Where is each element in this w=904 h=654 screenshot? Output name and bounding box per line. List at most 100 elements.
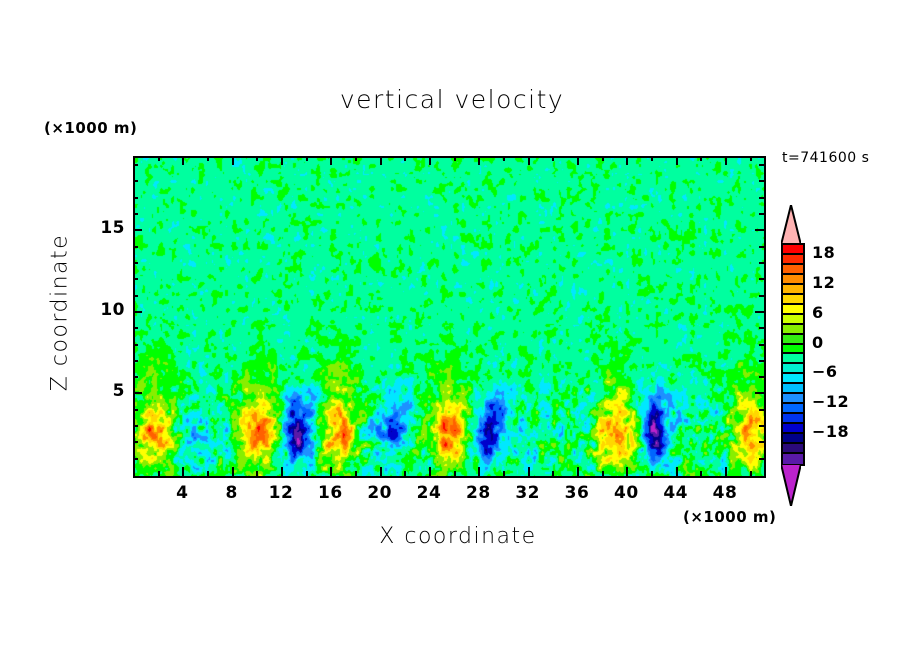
x-axis-tick	[453, 471, 456, 476]
x-axis-tick	[749, 471, 752, 476]
x-axis-tick	[700, 471, 703, 476]
colorbar-band	[783, 354, 803, 365]
x-axis-tick-top	[453, 156, 456, 161]
y-axis-tick	[133, 196, 138, 199]
x-axis-tick	[577, 467, 579, 476]
x-axis-tick-top	[503, 156, 505, 161]
y-axis-tick	[133, 457, 138, 460]
y-axis-tick-right	[759, 245, 764, 248]
x-axis-tick	[182, 467, 185, 476]
y-axis-tick-right	[759, 180, 764, 183]
colorbar-band	[783, 284, 803, 295]
x-axis-tick-top	[577, 156, 579, 165]
colorbar-band	[783, 444, 803, 455]
colorbar-band	[783, 294, 803, 305]
y-axis-tick-right	[759, 164, 764, 167]
x-axis-tick	[355, 471, 357, 476]
y-axis-tick-right	[759, 425, 764, 428]
x-axis-tick	[379, 467, 382, 476]
colorbar-band	[783, 314, 803, 325]
y-axis-tick-right	[759, 376, 764, 379]
x-axis-tick-top	[651, 156, 653, 161]
x-axis-tick	[675, 467, 678, 476]
y-axis-tick	[133, 376, 138, 379]
y-axis-tick-right	[759, 327, 764, 330]
x-axis-tick	[231, 467, 234, 476]
x-axis-tick-label: 24	[416, 483, 442, 503]
x-axis-tick-top	[601, 156, 604, 161]
x-axis-tick-label: 12	[268, 483, 294, 503]
x-axis-tick	[601, 471, 604, 476]
x-axis-tick-top	[355, 156, 357, 161]
x-axis-tick	[281, 467, 283, 476]
x-axis-tick	[404, 471, 407, 476]
x-axis-tick	[478, 467, 481, 476]
colorbar-band	[783, 334, 803, 345]
x-axis-tick-top	[305, 156, 308, 161]
y-axis-tick	[133, 164, 138, 167]
x-axis-tick-top	[231, 156, 234, 165]
x-axis-tick-label: 16	[317, 483, 343, 503]
y-axis-tick-label: 5	[112, 381, 125, 402]
y-axis-tick	[133, 441, 138, 444]
y-axis-tick	[133, 392, 142, 395]
x-axis-tick-label: 4	[176, 483, 189, 503]
colorbar-top-arrow-icon	[781, 205, 801, 245]
x-axis-tick-top	[552, 156, 555, 161]
x-axis-tick-top	[725, 156, 727, 165]
y-axis-tick-right	[755, 392, 764, 395]
x-axis-tick-label: 44	[663, 483, 688, 503]
x-axis-tick-label: 48	[712, 483, 738, 503]
x-axis-tick-top	[330, 156, 333, 165]
colorbar-tick-label: 12	[812, 272, 836, 292]
y-axis-tick	[133, 229, 142, 232]
y-axis-tick	[133, 343, 138, 346]
x-axis-tick-top	[256, 156, 259, 161]
colorbar-band	[783, 364, 803, 375]
x-axis-tick	[157, 471, 160, 476]
colorbar-band	[783, 434, 803, 445]
y-axis-tick	[133, 425, 138, 428]
colorbar-band	[783, 264, 803, 275]
x-axis-tick-top	[700, 156, 703, 161]
colorbar-band	[783, 384, 803, 395]
colorbar-band	[783, 424, 803, 435]
y-axis-tick-right	[759, 262, 764, 264]
x-axis-tick-top	[429, 156, 431, 165]
colorbar-tick-label: −18	[812, 422, 850, 442]
x-axis-tick-top	[182, 156, 185, 165]
y-axis-tick	[133, 359, 138, 362]
y-axis-tick-label: 10	[100, 299, 125, 320]
y-axis-tick	[133, 262, 138, 264]
y-axis-tick	[133, 408, 138, 411]
colorbar-tick-label: −6	[812, 362, 838, 382]
y-axis-tick-right	[759, 213, 764, 216]
timestamp-label: t=741600 s	[782, 150, 870, 166]
colorbar-band	[783, 245, 803, 255]
colorbar-band	[783, 394, 803, 405]
y-axis-tick	[133, 180, 138, 183]
colorbar-band	[783, 304, 803, 315]
x-axis-tick	[503, 471, 505, 476]
x-axis-tick-label: 20	[367, 483, 392, 503]
y-axis-tick	[133, 294, 138, 297]
x-axis-tick-top	[478, 156, 481, 165]
colorbar[interactable]	[781, 243, 805, 466]
x-axis-tick-label: 40	[613, 483, 639, 503]
y-axis-tick-right	[759, 441, 764, 444]
y-axis-tick	[133, 213, 138, 216]
y-axis-tick-label: 15	[100, 218, 125, 239]
y-axis-tick-right	[759, 294, 764, 297]
colorbar-band	[783, 344, 803, 355]
y-axis-title: Z coordinate	[47, 233, 73, 392]
colorbar-band	[783, 324, 803, 335]
y-axis-tick	[133, 245, 138, 248]
y-axis-tick-right	[759, 343, 764, 346]
y-axis-unit-label: (×1000 m)	[44, 119, 138, 137]
x-axis-tick-top	[157, 156, 160, 161]
x-axis-title: X coordinate	[379, 524, 537, 549]
x-axis-tick-label: 28	[465, 483, 491, 503]
x-axis-tick-top	[749, 156, 752, 161]
contour-plot-area[interactable]	[133, 156, 766, 478]
y-axis-tick-right	[759, 196, 764, 199]
